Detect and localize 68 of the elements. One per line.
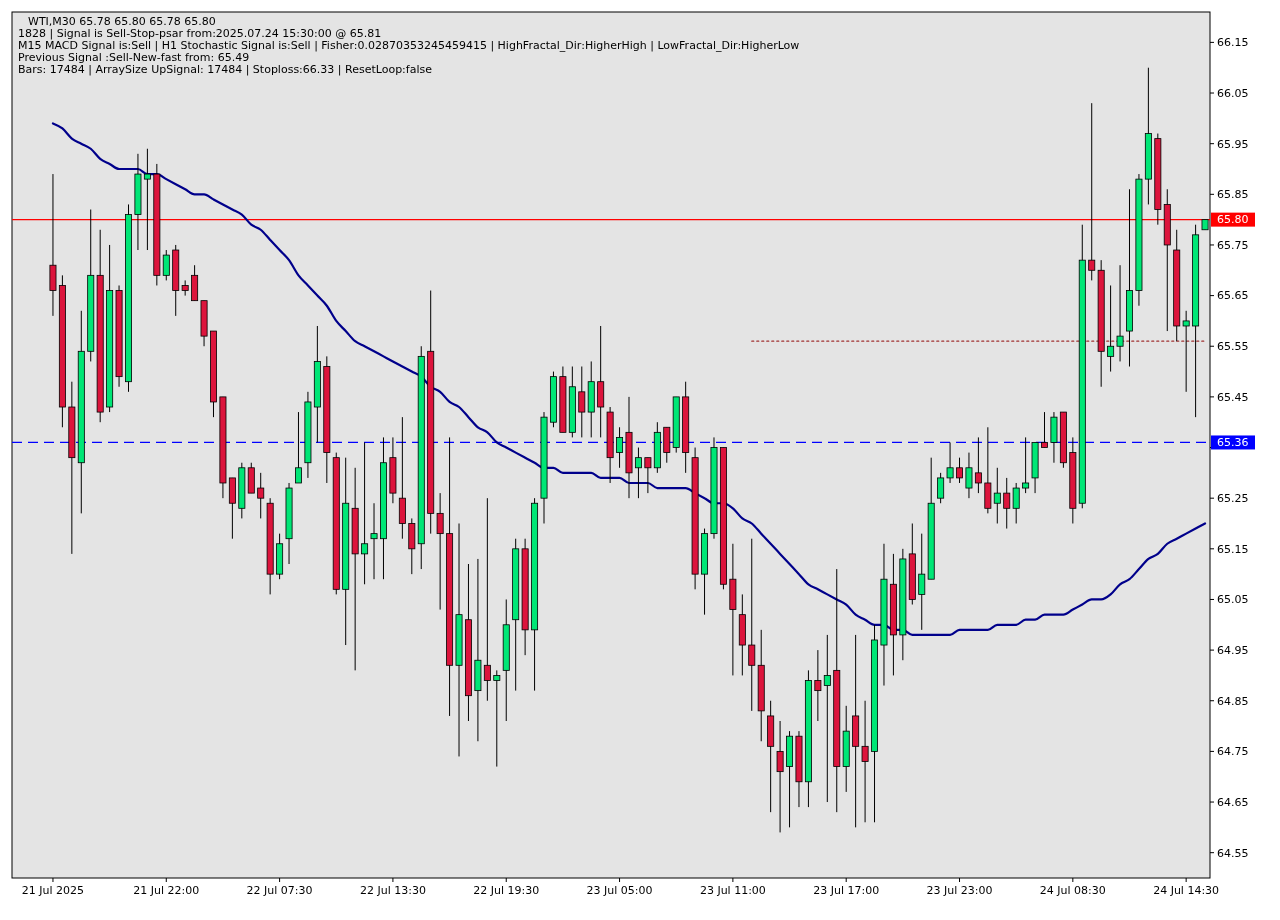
candlestick — [861, 700, 869, 823]
candlestick — [937, 472, 945, 504]
candlestick — [143, 148, 151, 251]
y-tick-label: 64.55 — [1217, 846, 1249, 860]
x-tick-label: 21 Jul 2025 — [21, 884, 85, 897]
candlestick — [1022, 436, 1030, 494]
candlestick — [634, 447, 642, 499]
x-tick-label: 22 Jul 07:30 — [246, 884, 313, 897]
y-tick-label: 65.05 — [1217, 593, 1249, 607]
ref-line-label: 65.80 — [1217, 213, 1249, 227]
y-tick-label: 65.95 — [1217, 137, 1249, 151]
candlestick — [644, 457, 652, 494]
line-series — [51, 122, 1207, 637]
candlestick — [370, 502, 378, 580]
y-tick-label: 66.15 — [1217, 36, 1249, 50]
y-tick-label: 65.55 — [1217, 340, 1249, 354]
y-tick-label: 65.65 — [1217, 289, 1249, 303]
candlestick — [918, 533, 926, 631]
candlestick — [493, 669, 501, 768]
x-tick-label: 24 Jul 14:30 — [1153, 884, 1220, 897]
x-tick-label: 23 Jul 17:00 — [813, 884, 880, 897]
candlestick — [1012, 482, 1020, 524]
candlestick — [436, 492, 444, 611]
y-tick-label: 65.45 — [1217, 390, 1249, 404]
candlestick — [1182, 310, 1190, 393]
annotation: Previous Signal :Sell-New-fast from: 65.49 — [18, 51, 250, 64]
candlestick — [578, 366, 586, 438]
candlestick — [956, 457, 963, 484]
x-tick-label: 21 Jul 22:00 — [133, 884, 200, 897]
candlestick — [1116, 264, 1124, 362]
y-tick-label: 64.65 — [1217, 795, 1249, 809]
x-tick-label: 23 Jul 23:00 — [926, 884, 993, 897]
candlestick — [748, 538, 756, 712]
x-tick-label: 24 Jul 08:30 — [1039, 884, 1106, 897]
candlestick — [946, 441, 954, 484]
y-tick-label: 64.75 — [1217, 745, 1249, 759]
x-tick-label: 23 Jul 05:00 — [586, 884, 653, 897]
x-tick-label: 22 Jul 19:30 — [473, 884, 540, 897]
y-tick-label: 64.95 — [1217, 643, 1249, 657]
candlestick — [814, 649, 822, 722]
annotation: 1828 | Signal is Sell-Stop-psar from:2025.07.24 15:30:00 @ 65.81 — [18, 27, 382, 40]
candlestick — [361, 441, 369, 585]
candlestick — [257, 472, 265, 519]
y-tick-label: 65.85 — [1217, 188, 1249, 202]
y-tick-label: 65.15 — [1217, 542, 1249, 556]
candlestick — [1107, 284, 1115, 373]
x-tick-label: 23 Jul 11:00 — [699, 884, 766, 897]
y-tick-label: 64.85 — [1217, 694, 1249, 708]
chart-title: WTI,M30 65.78 65.80 65.78 65.80 — [28, 15, 216, 28]
candlestick — [974, 436, 982, 494]
candlestick — [965, 452, 973, 499]
ref-line-label: 65.36 — [1217, 436, 1249, 450]
candlestick — [1041, 411, 1048, 449]
annotation: Bars: 17484 | ArraySize UpSignal: 17484 | Stoploss:66.33 | ResetLoop:false — [18, 63, 433, 76]
y-tick-label: 65.75 — [1217, 238, 1249, 252]
candlestick — [1003, 477, 1011, 530]
candlestick — [823, 634, 831, 803]
y-tick-label: 65.25 — [1217, 492, 1249, 506]
candlestick — [1088, 102, 1096, 281]
annotation: M15 MACD Signal is:Sell | H1 Stochastic Signal is:Sell | Fisher:0.02870353245459415 | HighFractal_Dir:HigherHigh | LowFractal_Dir:HigherLow — [18, 39, 800, 52]
candlestick — [616, 426, 624, 469]
candlestick — [295, 411, 302, 484]
candlestick — [993, 467, 1001, 524]
x-tick-label: 22 Jul 13:30 — [359, 884, 426, 897]
candlestick — [483, 497, 491, 702]
y-tick-label: 66.05 — [1217, 86, 1249, 100]
candlestick — [776, 720, 784, 833]
candlestick — [162, 249, 170, 281]
